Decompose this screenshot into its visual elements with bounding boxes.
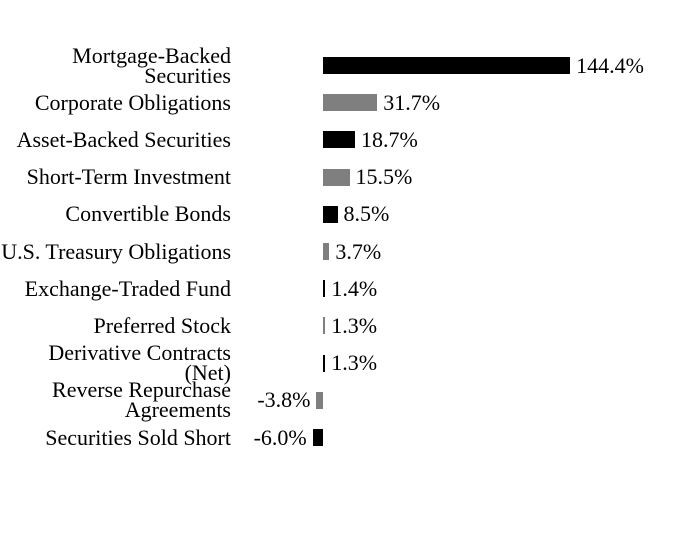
value-label: -6.0% [253, 424, 307, 450]
chart-row: Preferred Stock 1.3% [0, 306, 684, 345]
chart-row: Asset-Backed Securities 18.7% [0, 120, 684, 159]
value-label: 144.4% [576, 52, 644, 78]
category-label: Reverse Repurchase Agreements [52, 377, 231, 423]
bar [316, 391, 323, 409]
chart-row: Convertible Bonds 8.5% [0, 195, 684, 234]
bar [323, 280, 326, 298]
category-label: Mortgage-Backed Securities [72, 42, 231, 88]
category-label: Derivative Contracts (Net) [48, 340, 231, 386]
value-label: 3.7% [335, 238, 382, 264]
chart-row: U.S. Treasury Obligations 3.7% [0, 232, 684, 271]
chart-row: Reverse Repurchase Agreements -3.8% [0, 377, 684, 423]
value-label: 8.5% [343, 201, 390, 227]
value-label: 1.3% [331, 312, 378, 338]
category-label: Short-Term Investment [26, 164, 231, 190]
bar [323, 317, 326, 335]
bar [323, 354, 326, 372]
category-label: Preferred Stock [93, 312, 231, 338]
chart-row: Derivative Contracts (Net) 1.3% [0, 340, 684, 386]
value-label: 18.7% [360, 126, 418, 152]
category-label: Securities Sold Short [45, 424, 231, 450]
category-label: Exchange-Traded Fund [24, 275, 231, 301]
category-label: U.S. Treasury Obligations [1, 238, 231, 264]
bar [312, 429, 323, 446]
bar [323, 94, 378, 112]
bar [323, 205, 338, 223]
value-label: 1.3% [331, 350, 378, 376]
value-label: 31.7% [383, 89, 441, 115]
bar [323, 168, 350, 186]
value-label: 1.4% [331, 275, 378, 301]
value-label: -3.8% [257, 387, 311, 413]
category-label: Corporate Obligations [34, 89, 231, 115]
chart-row: Mortgage-Backed Securities 144.4% [0, 42, 684, 88]
bar [323, 243, 330, 260]
chart-row: Corporate Obligations 31.7% [0, 83, 684, 122]
bar [323, 131, 355, 149]
bar [323, 57, 571, 74]
category-label: Convertible Bonds [65, 201, 231, 227]
category-label: Asset-Backed Securities [16, 126, 231, 152]
chart-row: Securities Sold Short -6.0% [0, 418, 684, 457]
chart-row: Exchange-Traded Fund 1.4% [0, 269, 684, 308]
value-label: 15.5% [355, 164, 413, 190]
chart-row: Short-Term Investment 15.5% [0, 158, 684, 197]
